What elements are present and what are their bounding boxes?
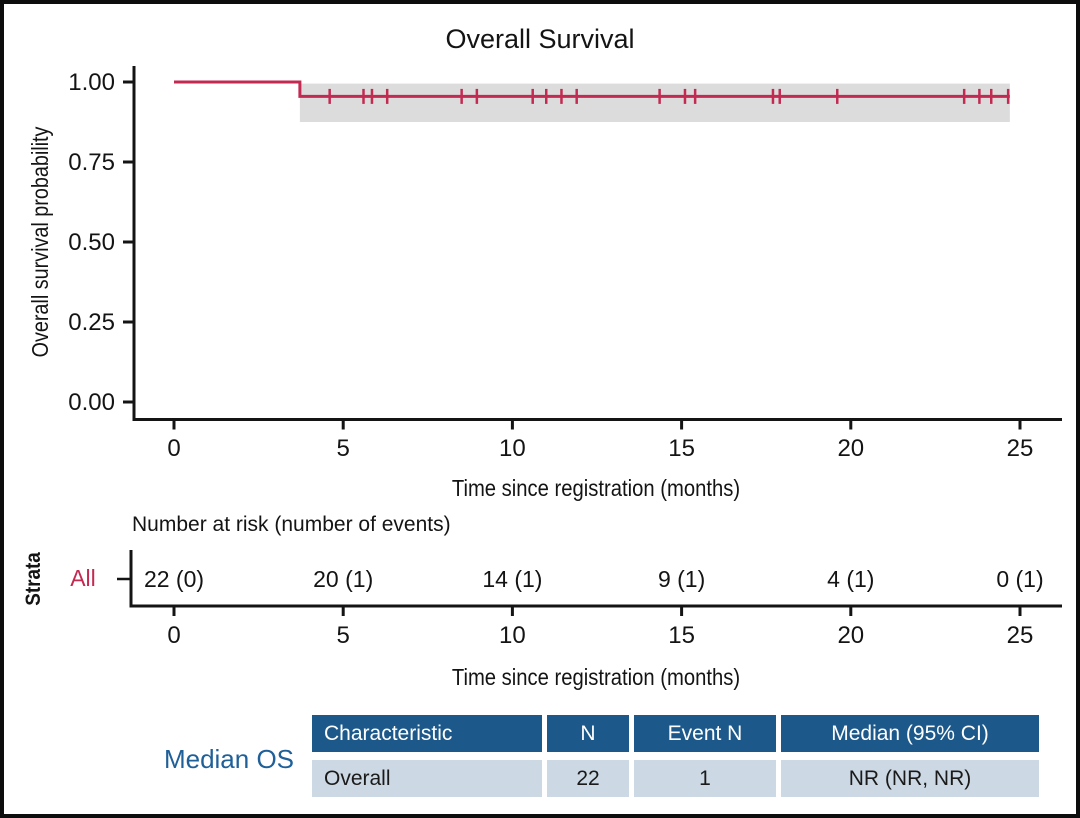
km-plot-svg: 1.00 0.75 0.50 0.25 0.00 0 5 10 15 20 25 0 22 (0) 5 20…: [68, 66, 1062, 649]
table-header-characteristic: Characteristic: [312, 715, 542, 752]
table-cell-n: 22: [547, 760, 629, 797]
y-tick-label: 1.00: [68, 69, 115, 96]
y-tick-label: 0.25: [68, 309, 115, 336]
y-tick-label: 0.50: [68, 229, 115, 256]
risk-x-tick-label: 0: [167, 622, 180, 649]
table-cell-median: NR (NR, NR): [781, 760, 1039, 797]
risk-x-tick-label: 20: [837, 622, 864, 649]
table-cell-event-n: 1: [634, 760, 776, 797]
x-tick-label: 0: [167, 435, 180, 462]
y-tick-label: 0.00: [68, 389, 115, 416]
table-cell-characteristic: Overall: [312, 760, 542, 797]
median-os-label: Median OS: [163, 744, 295, 774]
x-tick-label: 10: [499, 435, 526, 462]
risk-x-tick-label: 25: [1007, 622, 1034, 649]
risk-value: 9 (1): [658, 566, 705, 592]
x-tick-label: 25: [1007, 435, 1034, 462]
table-header-median: Median (95% CI): [781, 715, 1039, 752]
risk-value: 4 (1): [827, 566, 874, 592]
table-header-n: N: [547, 715, 629, 752]
median-os-table: Characteristic N Event N Median (95% CI)…: [312, 715, 1039, 797]
x-tick-label: 15: [668, 435, 695, 462]
table-header-event-n: Event N: [634, 715, 776, 752]
risk-table-heading: Number at risk (number of events): [132, 513, 451, 536]
risk-value: 22 (0): [144, 566, 204, 592]
x-tick-label: 5: [337, 435, 350, 462]
risk-x-tick-label: 15: [668, 622, 695, 649]
risk-value: 0 (1): [996, 566, 1043, 592]
chart-title: Overall Survival: [445, 24, 635, 54]
survival-curve: [174, 80, 1010, 98]
x-tick-label: 20: [837, 435, 864, 462]
risk-value: 20 (1): [313, 566, 373, 592]
confidence-band: [299, 83, 1010, 122]
risk-value: 14 (1): [482, 566, 542, 592]
strata-axis-title: Strata: [22, 552, 45, 606]
y-tick-label: 0.75: [68, 149, 115, 176]
risk-x-tick-label: 10: [499, 622, 526, 649]
strata-label-all: All: [70, 565, 96, 591]
x-axis-title: Time since registration (months): [451, 475, 741, 501]
risk-x-tick-label: 5: [337, 622, 350, 649]
risk-x-axis-title: Time since registration (months): [451, 664, 741, 690]
y-axis-title: Overall survival probability: [27, 126, 53, 358]
